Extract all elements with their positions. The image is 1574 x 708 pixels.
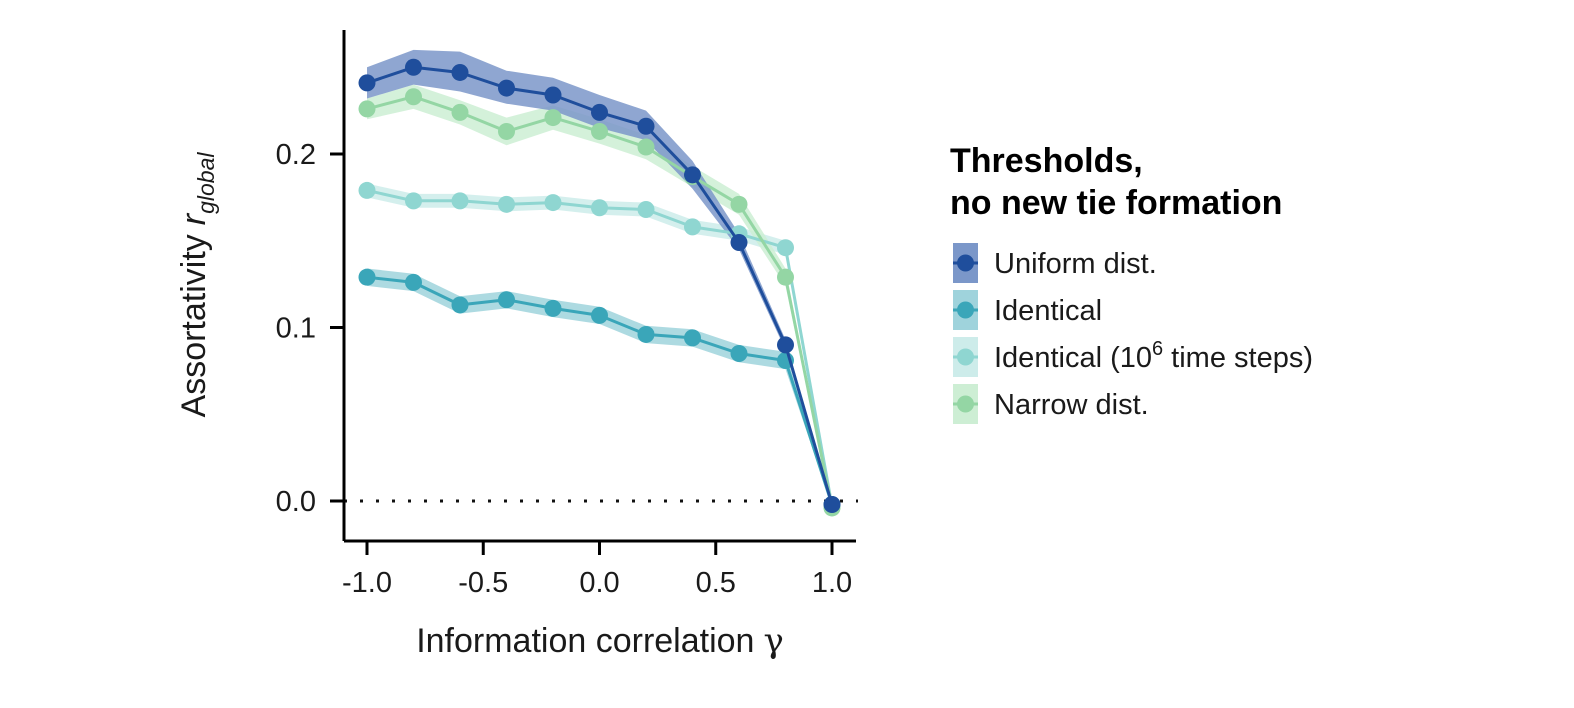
x-tick-label: 0.0 — [579, 567, 619, 599]
x-tick-label: -1.0 — [342, 567, 392, 599]
data-point-1-2 — [451, 296, 469, 314]
legend-swatch-point — [957, 301, 974, 319]
data-point-1-1 — [405, 273, 422, 291]
data-point-0-0 — [358, 74, 376, 92]
y-tick-label: 0.2 — [276, 139, 316, 171]
data-point-2-7 — [684, 218, 701, 236]
data-point-1-0 — [358, 268, 376, 286]
legend-items: Uniform dist. Identical Identical (106 tim… — [953, 243, 1313, 424]
data-point-0-2 — [451, 63, 469, 81]
data-point-2-3 — [498, 195, 515, 213]
data-point-0-8 — [730, 233, 748, 251]
y-axis-title: Assortativity rglobal — [175, 152, 219, 418]
data-point-2-6 — [637, 201, 655, 219]
x-ticks: -1.0 -0.5 0.0 0.5 1.0 — [342, 541, 852, 599]
data-point-3-5 — [591, 122, 608, 140]
legend-label-superscript: 6 — [1152, 338, 1163, 360]
x-tick-label: 0.5 — [696, 567, 736, 599]
data-point-2-5 — [591, 199, 608, 217]
series-band-1 — [367, 268, 832, 507]
legend-label: Uniform dist. — [994, 248, 1157, 280]
legend-swatch-point — [957, 395, 974, 413]
data-point-0-4 — [544, 86, 562, 104]
data-point-2-2 — [451, 192, 469, 210]
legend-label: Narrow dist. — [994, 389, 1149, 421]
legend-label: Identical — [994, 295, 1102, 327]
data-point-3-3 — [498, 122, 515, 140]
y-tick-label: 0.1 — [276, 313, 316, 345]
data-point-1-4 — [544, 299, 562, 317]
data-point-3-2 — [451, 103, 469, 121]
y-tick-label: 0.0 — [276, 486, 316, 518]
data-point-0-10 — [823, 495, 841, 513]
data-point-3-0 — [358, 100, 376, 118]
data-point-2-1 — [405, 192, 422, 210]
data-point-0-5 — [591, 103, 608, 121]
data-point-3-8 — [730, 195, 748, 213]
data-point-1-8 — [730, 345, 748, 363]
y-ticks: 0.0 0.1 0.2 — [276, 139, 344, 518]
legend-item-2: Identical (106 time steps) — [953, 337, 1313, 377]
legend-label-text: Uniform dist. — [994, 248, 1157, 280]
x-tick-label: -0.5 — [458, 567, 508, 599]
legend-title-line1: Thresholds, — [950, 142, 1143, 180]
data-point-1-5 — [591, 306, 608, 324]
y-axis-title-subscript: global — [193, 152, 219, 214]
x-axis-title-symbol: γ — [763, 621, 783, 661]
y-axis-title-text: Assortativity — [175, 234, 213, 417]
data-point-1-3 — [498, 291, 515, 309]
x-tick-label: 1.0 — [812, 567, 852, 599]
data-point-0-6 — [637, 117, 655, 135]
legend: Thresholds, no new tie formation Uniform… — [950, 142, 1313, 424]
data-point-1-7 — [684, 329, 701, 347]
legend-label-text: Narrow dist. — [994, 389, 1149, 421]
data-point-3-1 — [405, 88, 422, 106]
axes: 0.0 0.1 0.2 -1.0 -0.5 0.0 0.5 1.0 — [276, 30, 856, 599]
legend-label-text: Identical — [994, 295, 1102, 327]
data-point-2-0 — [358, 181, 376, 199]
legend-label: Identical (106 time steps) — [994, 338, 1313, 374]
data-point-3-9 — [777, 268, 794, 286]
data-point-0-3 — [498, 79, 515, 97]
legend-item-0: Uniform dist. — [953, 243, 1157, 283]
data-point-0-7 — [684, 166, 701, 184]
plot-area — [344, 49, 858, 517]
legend-item-3: Narrow dist. — [953, 384, 1149, 424]
y-axis-title-symbol: r — [175, 212, 213, 225]
legend-label-text: Identical (10 — [994, 342, 1152, 374]
data-point-0-1 — [405, 58, 422, 76]
data-point-3-6 — [637, 138, 655, 156]
data-point-2-9 — [777, 239, 794, 257]
legend-swatch-point — [957, 254, 974, 272]
legend-title-line2: no new tie formation — [950, 184, 1282, 222]
data-point-2-4 — [544, 194, 562, 212]
data-point-1-6 — [637, 325, 655, 343]
x-axis-title-text: Information correlation — [416, 622, 754, 660]
data-point-0-9 — [777, 336, 794, 354]
x-axis-title: Information correlation γ — [416, 621, 784, 661]
legend-swatch-point — [957, 348, 974, 366]
data-point-3-4 — [544, 109, 562, 127]
legend-item-1: Identical — [953, 290, 1102, 330]
legend-label-suffix: time steps) — [1163, 342, 1313, 374]
